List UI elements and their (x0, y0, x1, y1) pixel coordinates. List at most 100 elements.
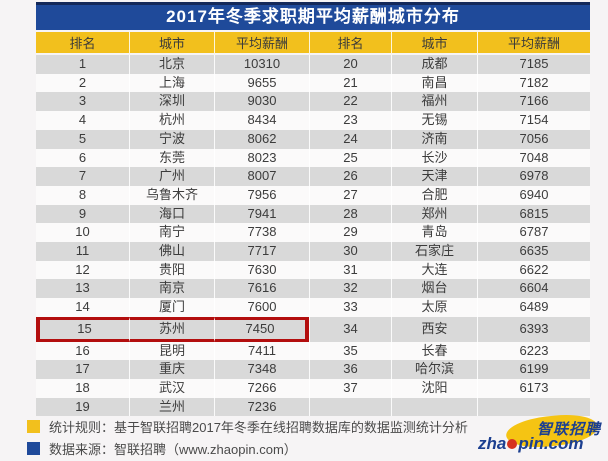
city-cell (391, 397, 477, 417)
table-row: 9 海口 7941 28 郑州 6815 (36, 204, 590, 224)
salary-cell: 6787 (477, 223, 590, 243)
rank-cell: 35 (309, 341, 391, 361)
table-row: 8 乌鲁木齐 7956 27 合肥 6940 (36, 185, 590, 205)
table-body: 1 北京 10310 20 成都 7185 2 上海 9655 21 南昌 7182 3 深圳 9030 22… (36, 55, 590, 417)
rank-cell: 3 (36, 92, 129, 112)
salary-cell: 6393 (477, 316, 590, 342)
table-row: 2 上海 9655 21 南昌 7182 (36, 73, 590, 93)
salary-cell: 9655 (214, 73, 309, 93)
rank-cell: 2 (36, 73, 129, 93)
logo-domain: zha pin.com (478, 434, 584, 454)
rank-cell: 14 (36, 298, 129, 317)
city-cell: 济南 (391, 129, 477, 149)
rank-cell: 19 (36, 397, 129, 417)
city-cell: 沈阳 (391, 378, 477, 398)
page-title-text: 2017年冬季求职期平均薪酬城市分布 (166, 7, 460, 26)
zhaopin-logo: 智联招聘 zha pin.com (478, 411, 604, 457)
city-cell: 北京 (129, 55, 214, 74)
table-row: 10 南宁 7738 29 青岛 6787 (36, 223, 590, 243)
salary-cell: 7630 (214, 260, 309, 280)
rank-cell: 4 (36, 111, 129, 130)
rank-cell: 28 (309, 204, 391, 224)
rank-cell: 17 (36, 360, 129, 379)
rank-cell: 34 (309, 316, 391, 342)
city-cell: 东莞 (129, 148, 214, 168)
salary-cell: 7185 (477, 55, 590, 74)
city-cell: 成都 (391, 55, 477, 74)
city-cell: 福州 (391, 92, 477, 112)
salary-cell: 6199 (477, 360, 590, 379)
column-header-rank-right: 排名 (309, 32, 391, 55)
column-header-salary-left: 平均薪酬 (214, 32, 309, 55)
city-cell: 厦门 (129, 298, 214, 317)
city-cell: 昆明 (129, 341, 214, 361)
rank-cell: 7 (36, 167, 129, 186)
city-cell: 武汉 (129, 378, 214, 398)
rank-cell: 10 (36, 223, 129, 243)
table-row: 7 广州 8007 26 天津 6978 (36, 167, 590, 186)
salary-cell: 7266 (214, 378, 309, 398)
salary-cell: 8434 (214, 111, 309, 130)
logo-o-dot-icon (507, 439, 518, 449)
salary-cell: 7941 (214, 204, 309, 224)
rank-cell: 27 (309, 185, 391, 205)
table-row: 4 杭州 8434 23 无锡 7154 (36, 111, 590, 130)
city-cell: 南昌 (391, 73, 477, 93)
table-row: 19 兰州 7236 (36, 397, 590, 417)
rank-cell (309, 397, 391, 417)
salary-cell: 7154 (477, 111, 590, 130)
city-cell: 乌鲁木齐 (129, 185, 214, 205)
salary-cell: 7348 (214, 360, 309, 379)
salary-cell: 6223 (477, 341, 590, 361)
salary-cell (477, 397, 590, 417)
city-cell: 西安 (391, 316, 477, 342)
legend-data-source: 数据来源：智联招聘（www.zhaopin.com） (27, 439, 468, 458)
rank-cell: 33 (309, 298, 391, 317)
column-header-city-left: 城市 (129, 32, 214, 55)
salary-cell: 7616 (214, 279, 309, 299)
salary-cell: 6604 (477, 279, 590, 299)
logo-brand-cn: 智联招聘 (536, 421, 601, 438)
table-row: 13 南京 7616 32 烟台 6604 (36, 279, 590, 299)
salary-cell: 7411 (214, 341, 309, 361)
rank-cell: 37 (309, 378, 391, 398)
rank-cell: 24 (309, 129, 391, 149)
salary-cell: 7956 (214, 185, 309, 205)
city-cell: 大连 (391, 260, 477, 280)
rank-cell: 6 (36, 148, 129, 168)
city-cell: 深圳 (129, 92, 214, 112)
rank-cell: 16 (36, 341, 129, 361)
city-cell: 青岛 (391, 223, 477, 243)
city-cell: 石家庄 (391, 242, 477, 261)
rank-cell: 5 (36, 129, 129, 149)
salary-table: 排名 城市 平均薪酬 排名 城市 平均薪酬 1 北京 10310 20 成都 7185 2 上… (36, 32, 590, 417)
salary-cell: 8062 (214, 129, 309, 149)
salary-cell: 6815 (477, 204, 590, 224)
rank-cell: 15 (36, 316, 129, 342)
city-cell: 长沙 (391, 148, 477, 168)
salary-cell: 7182 (477, 73, 590, 93)
city-cell: 哈尔滨 (391, 360, 477, 379)
salary-cell: 10310 (214, 55, 309, 74)
salary-cell: 7236 (214, 397, 309, 417)
table-row: 14 厦门 7600 33 太原 6489 (36, 298, 590, 317)
table-row: 17 重庆 7348 36 哈尔滨 6199 (36, 360, 590, 379)
table-row: 1 北京 10310 20 成都 7185 (36, 55, 590, 74)
stat-rule-text: 统计规则：基于智联招聘2017年冬季在线招聘数据库的数据监测统计分析 (49, 420, 468, 435)
city-cell: 长春 (391, 341, 477, 361)
table-row: 6 东莞 8023 25 长沙 7048 (36, 148, 590, 168)
city-cell: 苏州 (129, 316, 214, 342)
column-header-rank-left: 排名 (36, 32, 129, 55)
table-header: 排名 城市 平均薪酬 排名 城市 平均薪酬 (36, 32, 590, 55)
city-cell: 广州 (129, 167, 214, 186)
city-cell: 天津 (391, 167, 477, 186)
salary-cell: 7600 (214, 298, 309, 317)
city-cell: 郑州 (391, 204, 477, 224)
rank-cell: 23 (309, 111, 391, 130)
salary-cell: 8007 (214, 167, 309, 186)
rank-cell: 26 (309, 167, 391, 186)
city-cell: 无锡 (391, 111, 477, 130)
salary-cell: 9030 (214, 92, 309, 112)
city-cell: 烟台 (391, 279, 477, 299)
city-cell: 海口 (129, 204, 214, 224)
